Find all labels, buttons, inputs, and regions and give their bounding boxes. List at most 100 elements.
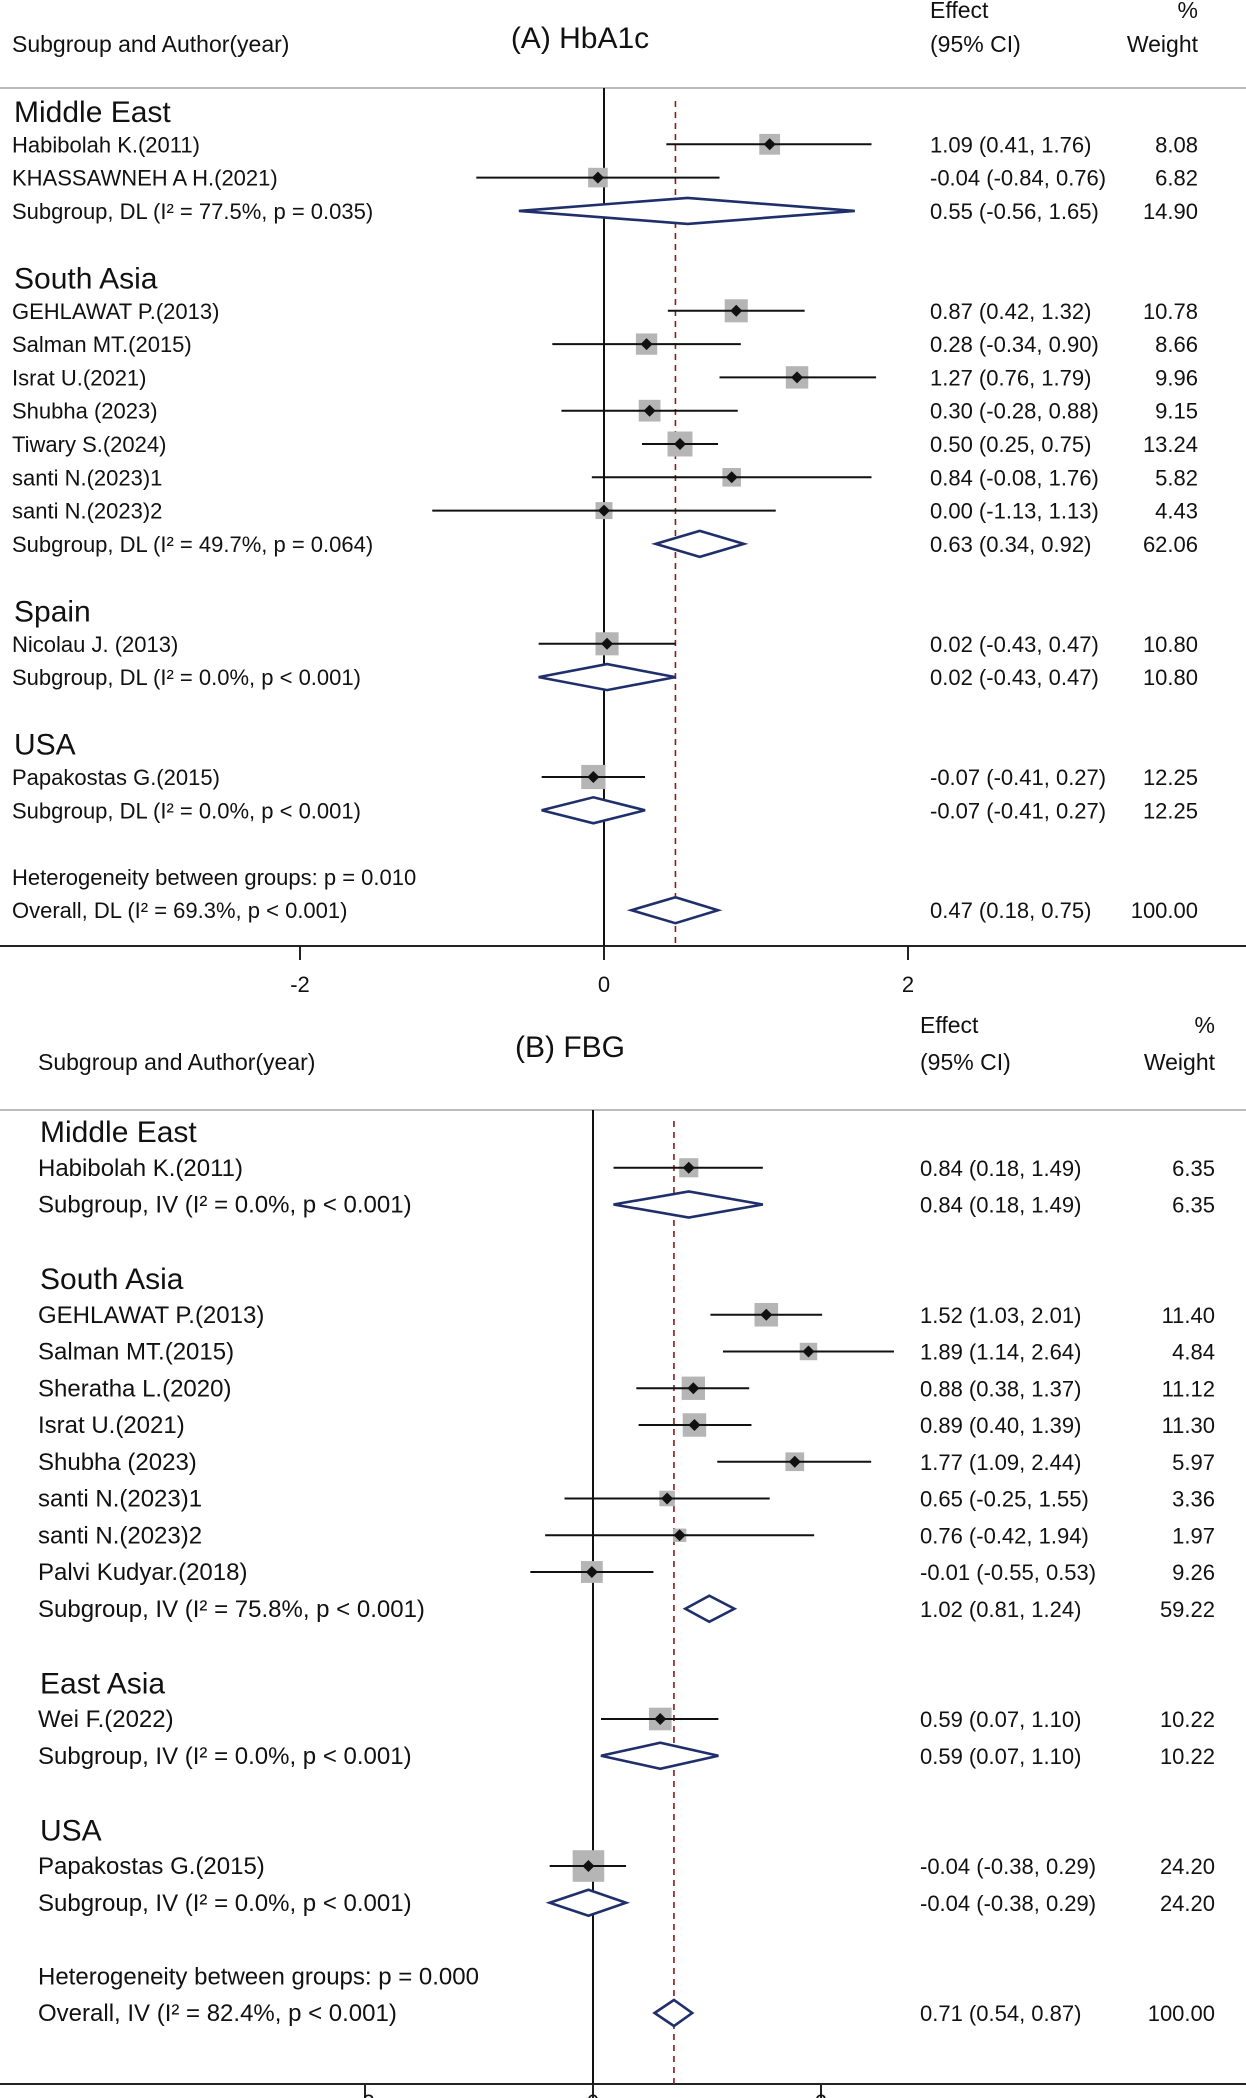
weight-value: 11.30 [1162, 1413, 1215, 1438]
subgroup-heading: South Asia [14, 263, 158, 296]
effect-ci-value: 0.84 (-0.08, 1.76) [930, 465, 1099, 490]
weight-value: 1.97 [1172, 1523, 1215, 1548]
weight-value: 13.24 [1143, 432, 1198, 457]
subgroup-heading: USA [14, 729, 76, 762]
study-point-estimate [730, 304, 743, 317]
subgroup-heading: Spain [14, 596, 91, 629]
study-point-estimate [725, 471, 738, 484]
weight-value: 10.78 [1143, 299, 1198, 324]
header-percent-label: % [1178, 0, 1198, 23]
weight-value: 59.22 [1160, 1597, 1215, 1622]
weight-value: 3.36 [1172, 1487, 1215, 1512]
x-tick-label: -2 [355, 2090, 375, 2098]
effect-ci-value: 0.30 (-0.28, 0.88) [930, 399, 1099, 424]
study-label: Habibolah K.(2011) [12, 132, 200, 157]
effect-ci-value: -0.07 (-0.41, 0.27) [930, 798, 1106, 823]
header-ci-label: (95% CI) [930, 31, 1021, 57]
effect-ci-value: 0.47 (0.18, 0.75) [930, 898, 1091, 923]
weight-value: 100.00 [1148, 2001, 1215, 2026]
study-point-estimate [661, 1492, 674, 1505]
effect-ci-value: 0.88 (0.38, 1.37) [920, 1376, 1081, 1401]
header-weight-label: Weight [1144, 1049, 1216, 1075]
study-label: Palvi Kudyar.(2018) [38, 1559, 247, 1586]
subgroup-diamond [538, 662, 676, 692]
effect-ci-value: 1.02 (0.81, 1.24) [920, 1597, 1081, 1622]
study-label: GEHLAWAT P.(2013) [38, 1302, 264, 1329]
subgroup-summary-label: Subgroup, DL (I² = 0.0%, p < 0.001) [12, 665, 361, 690]
study-point-estimate [643, 404, 656, 417]
effect-ci-value: 1.77 (1.09, 2.44) [920, 1450, 1081, 1475]
weight-value: 14.90 [1143, 199, 1198, 224]
effect-ci-value: 0.76 (-0.42, 1.94) [920, 1523, 1089, 1548]
subgroup-heading: South Asia [40, 1263, 184, 1296]
study-point-estimate [601, 637, 614, 650]
study-label: Tiwary S.(2024) [12, 432, 166, 457]
weight-value: 8.66 [1155, 332, 1198, 357]
effect-ci-value: 0.59 (0.07, 1.10) [920, 1707, 1081, 1732]
study-point-estimate [673, 1529, 686, 1542]
effect-ci-value: 0.55 (-0.56, 1.65) [930, 199, 1099, 224]
effect-ci-value: 1.52 (1.03, 2.01) [920, 1303, 1081, 1328]
effect-ci-value: 0.02 (-0.43, 0.47) [930, 632, 1099, 657]
study-label: Habibolah K.(2011) [38, 1155, 243, 1182]
subgroup-summary-label: Subgroup, DL (I² = 0.0%, p < 0.001) [12, 798, 361, 823]
weight-value: 9.96 [1155, 365, 1198, 390]
study-label: Nicolau J. (2013) [12, 632, 178, 657]
study-label: Wei F.(2022) [38, 1706, 174, 1733]
study-point-estimate [802, 1345, 815, 1358]
x-tick-label: -2 [290, 972, 310, 997]
effect-ci-value: 0.84 (0.18, 1.49) [920, 1193, 1081, 1218]
subgroup-diamond [545, 1888, 631, 1918]
effect-ci-value: 0.28 (-0.34, 0.90) [930, 332, 1099, 357]
study-label: santi N.(2023)1 [38, 1486, 202, 1513]
subgroup-heading: USA [40, 1814, 102, 1847]
x-tick-label: 0 [587, 2090, 599, 2098]
header-weight-label: Weight [1127, 31, 1199, 57]
chart-title: (B) FBG [515, 1031, 625, 1064]
study-label: Salman MT.(2015) [12, 332, 192, 357]
weight-value: 5.97 [1172, 1450, 1215, 1475]
weight-value: 24.20 [1160, 1854, 1215, 1879]
study-point-estimate [640, 338, 653, 351]
study-point-estimate [591, 171, 604, 184]
study-point-estimate [791, 371, 804, 384]
effect-ci-value: 0.50 (0.25, 0.75) [930, 432, 1091, 457]
chart-title: (A) HbA1c [511, 22, 649, 55]
weight-value: 10.22 [1160, 1744, 1215, 1769]
effect-ci-value: 0.71 (0.54, 0.87) [920, 2001, 1081, 2026]
study-label: Shubha (2023) [38, 1449, 197, 1476]
study-label: santi N.(2023)2 [38, 1522, 202, 1549]
weight-value: 100.00 [1131, 898, 1198, 923]
subgroup-diamond [651, 529, 749, 559]
overall-label: Overall, IV (I² = 82.4%, p < 0.001) [38, 2000, 397, 2027]
subgroup-heading: Middle East [40, 1116, 197, 1149]
study-label: santi N.(2023)2 [12, 499, 162, 524]
effect-ci-value: 0.00 (-1.13, 1.13) [930, 499, 1099, 524]
subgroup-summary-label: Subgroup, IV (I² = 0.0%, p < 0.001) [38, 1743, 412, 1770]
weight-value: 12.25 [1143, 765, 1198, 790]
subgroup-diamond [518, 196, 855, 226]
study-point-estimate [654, 1713, 667, 1725]
effect-ci-value: 0.87 (0.42, 1.32) [930, 299, 1091, 324]
subgroup-diamond [541, 795, 646, 825]
effect-ci-value: 0.63 (0.34, 0.92) [930, 532, 1091, 557]
study-point-estimate [687, 1382, 700, 1395]
study-point-estimate [585, 1566, 598, 1578]
weight-value: 6.82 [1155, 166, 1198, 191]
weight-value: 8.08 [1155, 132, 1198, 157]
weight-value: 4.84 [1172, 1340, 1215, 1365]
study-point-estimate [582, 1860, 595, 1872]
study-point-estimate [760, 1308, 773, 1321]
weight-value: 10.22 [1160, 1707, 1215, 1732]
weight-value: 12.25 [1143, 798, 1198, 823]
effect-ci-value: 1.89 (1.14, 2.64) [920, 1340, 1081, 1365]
study-label: KHASSAWNEH A H.(2021) [12, 166, 278, 191]
effect-ci-value: -0.07 (-0.41, 0.27) [930, 765, 1106, 790]
effect-ci-value: -0.04 (-0.84, 0.76) [930, 166, 1106, 191]
weight-value: 9.15 [1155, 399, 1198, 424]
heterogeneity-note: Heterogeneity between groups: p = 0.000 [38, 1963, 479, 1990]
subgroup-summary-label: Subgroup, DL (I² = 77.5%, p = 0.035) [12, 199, 373, 224]
weight-value: 4.43 [1155, 499, 1198, 524]
effect-ci-value: -0.01 (-0.55, 0.53) [920, 1560, 1096, 1585]
